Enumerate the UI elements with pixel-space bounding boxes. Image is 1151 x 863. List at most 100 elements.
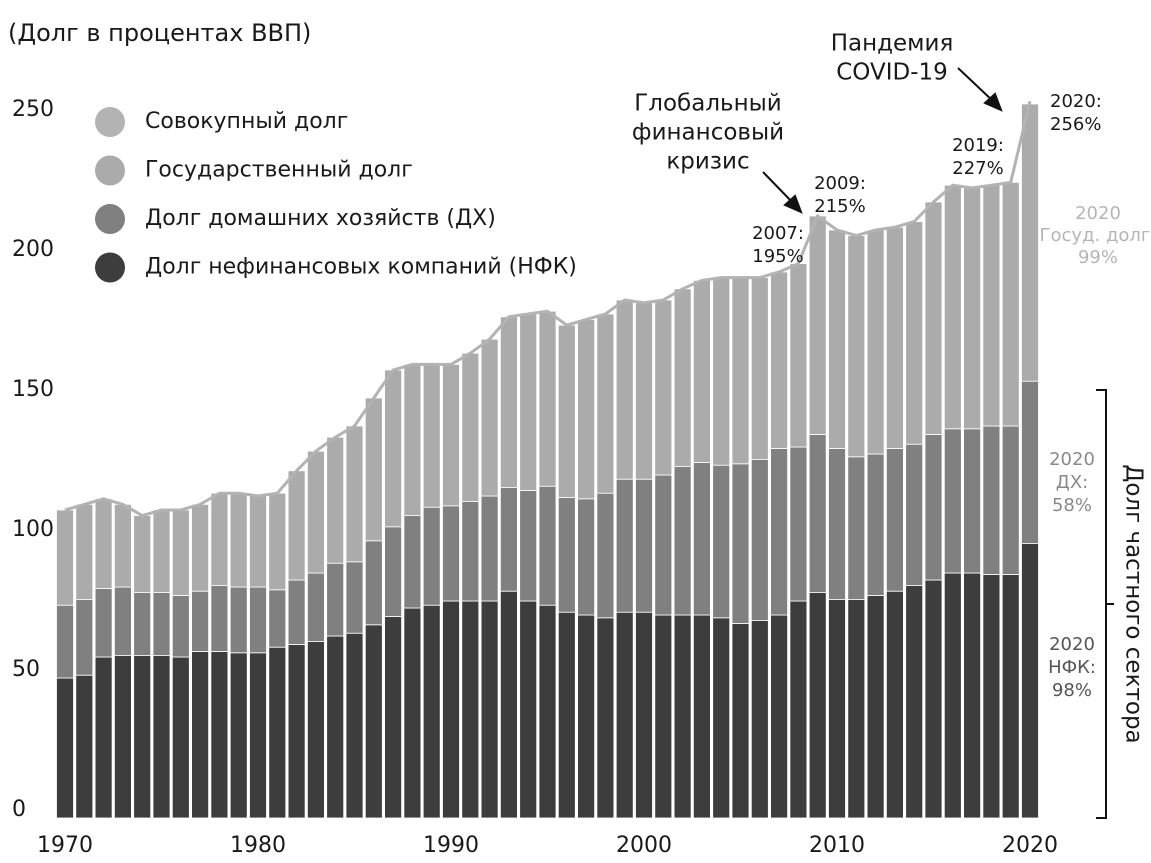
x-tick-label: 2020 [1002,833,1058,858]
bar-segment [1001,574,1020,819]
bar-segment [249,586,267,654]
bar-segment [557,324,576,498]
annotation-arrows [762,67,1003,214]
bar-segment [750,620,769,819]
bar-segment [808,215,827,435]
bar-segment [519,489,538,602]
bar-segment [210,651,229,819]
annotation: 2019: [952,135,1004,156]
bar-segment [210,492,229,587]
y-tick-label: 100 [12,517,54,542]
bar-segment [963,572,981,819]
bar-segment [1021,543,1039,819]
bar-segment [287,579,306,645]
bar-segment [557,611,576,819]
bar-segment [499,590,518,819]
bar-segment [326,436,345,564]
y-tick-label: 150 [12,377,54,402]
bar-segment [287,470,306,581]
total-line [64,100,1032,518]
bar-segment [480,495,499,602]
bar-segment [731,463,750,624]
bar-segment [229,652,248,819]
chart-title: (Долг в процентах ВВП) [8,19,311,47]
bar-segment [114,586,132,656]
bar-segment [731,623,750,819]
bar-segment [326,635,345,819]
bar-segment [596,313,615,494]
bar-segment [75,503,94,600]
y-tick-label: 0 [12,797,26,822]
bar-segment [442,363,460,507]
bar-segment [635,302,653,480]
bar-segment [268,589,287,648]
bar-segment [229,586,248,654]
bar-segment [982,574,1001,819]
bar-segment [422,604,441,819]
annotation: 2009: [814,173,866,194]
bar-segment [673,466,692,616]
x-tick-label: 2010 [809,833,865,858]
x-tick-label: 1970 [37,833,93,858]
bar-segment [461,501,480,602]
bar-segment [673,614,692,819]
y-tick-label: 200 [12,237,54,262]
bar-segment [789,600,808,819]
annotation: финансовый [632,120,784,146]
bar-segment [847,456,866,600]
legend-swatch [95,204,125,234]
bar-segment [345,561,364,634]
bar-segment [171,656,190,819]
annotation: НФК: [1048,657,1096,678]
legend-label: Совокупный долг [145,109,348,134]
legend-label: Долг нефинансовых компаний (НФК) [145,255,577,280]
annotation: COVID-19 [836,60,948,86]
legend-label: Государственный долг [145,158,413,183]
bar-segment [403,607,422,819]
bar-segment [828,599,846,819]
bar-segment [1001,181,1020,427]
bar-segment [943,572,962,819]
bar-segment [828,447,846,600]
legend-swatch [95,252,125,283]
bar-segment [982,184,1001,427]
annotation: 98% [1052,680,1092,701]
bar-segment [924,579,943,819]
x-tick-label: 1980 [230,833,286,858]
bar-segment [461,352,480,503]
bar-segment [673,288,692,467]
bar-segment [364,397,383,542]
bar-segment [693,279,711,463]
bar-segment [403,515,422,609]
bar-segment [56,677,74,819]
bar-segment [615,478,634,613]
bracket [1096,389,1107,819]
bar-segment [693,614,711,819]
bar-segment [886,226,904,449]
arrow-head [983,92,1003,112]
arrow [957,67,995,103]
bar-segment [210,585,229,652]
bar-segment [384,616,403,819]
annotation: 2007: [752,223,804,244]
bar-segment [924,433,943,581]
arrow-head [783,194,803,214]
bar-segment [1021,380,1039,545]
y-tick-label: 250 [12,97,54,122]
bar-segment [345,632,364,819]
bar-segment [442,505,460,602]
bar-segment [905,443,924,587]
bar-segment [56,604,74,679]
bar-segment [557,496,576,613]
x-tick-label: 2000 [616,833,672,858]
annotation: Долг частного сектора [1121,464,1147,743]
bar-segment [770,447,788,616]
bar-segment [750,277,769,461]
bar-segment [770,271,788,449]
bar-segment [499,487,518,592]
bar-segment [828,229,846,449]
bar-segment [152,509,171,593]
bar-segment [403,363,422,516]
bar-segment [133,655,152,819]
